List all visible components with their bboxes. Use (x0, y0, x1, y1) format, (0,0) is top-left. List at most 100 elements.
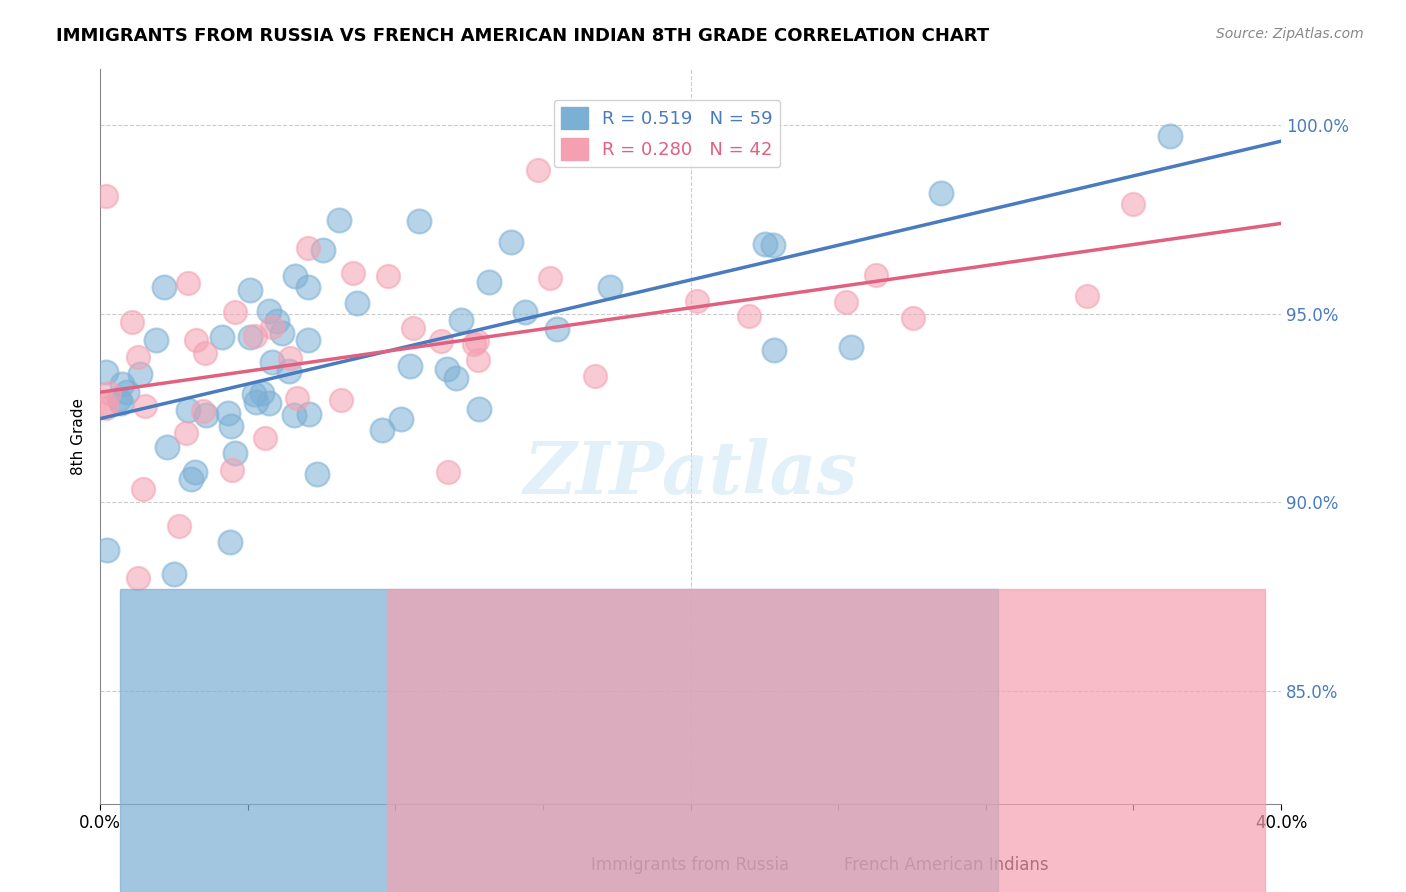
Point (257, 304, 280, 318)
Point (280, 351, 302, 365)
Point (250, 385, 273, 400)
Point (243, 387, 266, 401)
Point (478, 275, 501, 289)
Point (437, 465, 460, 479)
Point (253, 432, 276, 446)
Point (297, 407, 319, 421)
Legend: R = 0.519   N = 59, R = 0.280   N = 42: R = 0.519 N = 59, R = 0.280 N = 42 (554, 100, 780, 167)
Point (224, 445, 246, 459)
Point (408, 214, 430, 228)
Point (108, 392, 131, 407)
Point (238, 283, 260, 297)
Point (377, 269, 399, 284)
Point (297, 279, 319, 293)
Point (297, 241, 319, 255)
Point (129, 368, 152, 382)
Point (546, 322, 568, 336)
Point (762, 237, 785, 252)
Point (285, 391, 308, 405)
Point (262, 355, 284, 369)
Point (468, 401, 491, 416)
Point (583, 369, 606, 384)
Point (446, 370, 468, 384)
Point (153, 280, 176, 294)
Point (96, 543, 118, 558)
Text: Source: ZipAtlas.com: Source: ZipAtlas.com (1216, 27, 1364, 41)
Point (127, 350, 149, 364)
Point (754, 237, 776, 252)
Point (538, 270, 561, 285)
Point (156, 440, 179, 454)
Point (271, 326, 294, 340)
Point (266, 314, 288, 328)
Point (686, 293, 709, 308)
Point (180, 472, 202, 486)
Point (346, 295, 368, 310)
Point (110, 395, 132, 409)
Point (763, 343, 786, 357)
Point (499, 235, 522, 250)
Y-axis label: 8th Grade: 8th Grade (72, 398, 86, 475)
Point (176, 426, 198, 441)
Point (221, 463, 243, 477)
Point (245, 395, 267, 409)
Point (929, 186, 952, 200)
Point (194, 346, 217, 360)
Point (278, 364, 301, 378)
Point (97, 386, 120, 401)
Point (243, 328, 266, 343)
Point (465, 334, 488, 348)
Point (463, 336, 485, 351)
Point (283, 409, 305, 423)
Point (162, 566, 184, 581)
Point (121, 315, 143, 329)
Point (211, 329, 233, 343)
Point (217, 406, 239, 420)
Point (467, 353, 489, 368)
Point (191, 404, 214, 418)
Point (260, 320, 283, 334)
Point (865, 268, 887, 283)
Point (450, 313, 472, 327)
Point (134, 399, 156, 413)
Point (127, 571, 149, 585)
Point (239, 330, 262, 344)
Point (111, 376, 134, 391)
Point (219, 419, 242, 434)
Point (117, 384, 139, 399)
Point (329, 392, 352, 407)
Point (184, 333, 207, 347)
Point (132, 482, 155, 496)
Point (599, 279, 621, 293)
Point (94, 365, 117, 379)
Point (94, 401, 117, 415)
Point (371, 423, 394, 437)
Point (342, 267, 364, 281)
Point (389, 412, 412, 426)
Point (94, 398, 117, 412)
Point (257, 396, 280, 410)
Point (839, 339, 862, 353)
Point (305, 467, 328, 481)
Point (328, 212, 350, 227)
Point (312, 243, 335, 257)
Point (194, 408, 217, 422)
Point (218, 534, 240, 549)
Point (1159, 128, 1181, 143)
Point (737, 309, 759, 323)
Text: Immigrants from Russia: Immigrants from Russia (591, 856, 789, 874)
Text: French American Indians: French American Indians (844, 856, 1049, 874)
Text: IMMIGRANTS FROM RUSSIA VS FRENCH AMERICAN INDIAN 8TH GRADE CORRELATION CHART: IMMIGRANTS FROM RUSSIA VS FRENCH AMERICA… (56, 27, 990, 45)
Point (145, 334, 167, 348)
Point (513, 305, 536, 319)
Point (297, 333, 319, 347)
Point (901, 311, 924, 326)
Point (224, 305, 246, 319)
Point (1122, 196, 1144, 211)
Point (526, 163, 548, 178)
Point (835, 295, 858, 310)
Point (167, 519, 190, 533)
Text: ZIPatlas: ZIPatlas (523, 437, 858, 508)
Point (177, 276, 200, 290)
Point (399, 359, 422, 373)
